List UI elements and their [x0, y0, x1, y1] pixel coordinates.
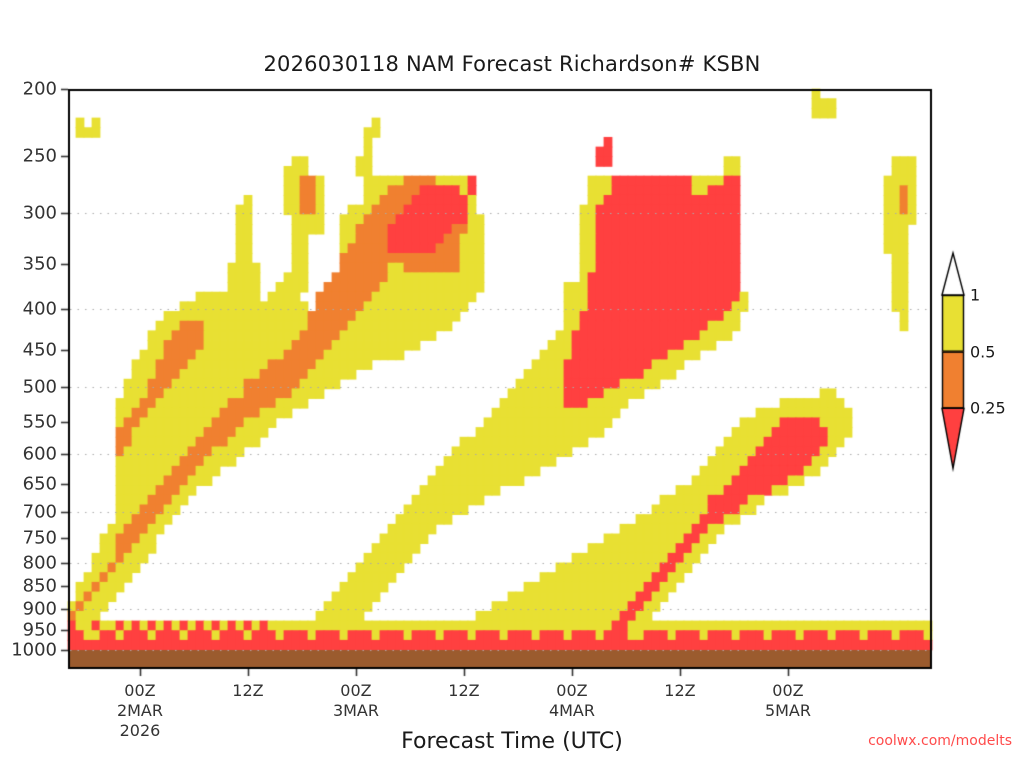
heatmap-plot-canvas	[0, 0, 1024, 768]
richardson-number-timeheight-chart: 2026030118 NAM Forecast Richardson# KSBN…	[0, 0, 1024, 768]
